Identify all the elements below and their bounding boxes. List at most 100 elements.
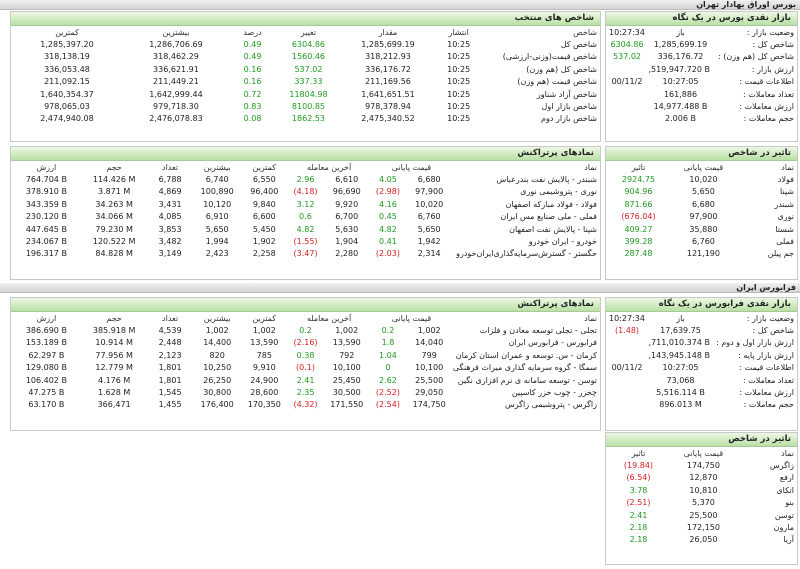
cell-text: 121,190	[686, 249, 720, 259]
table-cell: 5,650	[194, 223, 241, 235]
table-cell: 2.18	[606, 521, 671, 533]
table-cell: 51,519,947.720 B	[648, 63, 713, 75]
column-header: کمترین	[55, 27, 79, 37]
table-cell: 6,600	[241, 211, 288, 223]
cell-text: 318,138.19	[44, 52, 90, 62]
data-table: نماد قیمت پایانی آخرین معامله کمترین بیشترین…	[11, 312, 600, 411]
panel-title: شاخص های منتخب	[11, 12, 600, 26]
panel-title: تاثیر در شاخص	[606, 147, 797, 161]
cell-text: فملی	[776, 237, 794, 247]
cell-text: 1,902	[252, 237, 276, 247]
cell-text: 4,539	[158, 326, 182, 336]
table-cell: 9,910	[241, 362, 288, 374]
table-cell: 6,760	[406, 211, 453, 223]
table-row: شبندر - پالایش نفت بندرعباس 6,680 4.05 6,61…	[11, 173, 600, 185]
table-cell: 0.83	[229, 100, 276, 112]
table-cell: 211,449.21	[123, 76, 229, 88]
cell-text: 3.12	[296, 199, 315, 209]
table-cell: 13,590	[323, 337, 370, 349]
table-cell: توسن	[736, 509, 797, 521]
table-cell: 1,642,999.44	[123, 88, 229, 100]
cell-text: 2924.75	[621, 175, 656, 185]
table-cell: 318,138.19	[11, 51, 123, 63]
table-cell: 25,450	[323, 374, 370, 386]
cell-text: 2.18	[629, 523, 648, 533]
table-cell: 00/11/2	[606, 76, 648, 88]
table-cell: 3,853	[147, 223, 194, 235]
cell-text: آریا	[783, 535, 794, 545]
cell-text: ارزش معاملات :	[739, 388, 794, 398]
cell-text: 14,977.488 B	[653, 102, 708, 112]
cell-text: 6,788	[158, 175, 182, 185]
table-cell: 385.918 M	[82, 324, 147, 336]
table-row: شستا 35,880 409.27	[606, 223, 797, 235]
table-cell: 3,149	[147, 248, 194, 260]
cell-text: زاگرس	[769, 461, 794, 471]
header-row: نماد قیمت پایانی آخرین معامله کمترین بیشترین…	[11, 312, 600, 324]
table-row: فولاد 10,020 2924.75	[606, 173, 797, 185]
table-cell: توسن - توسعه سامانه ی نرم افزاری نگین	[453, 374, 600, 386]
table-cell: 1,002	[194, 324, 241, 336]
table-cell: 336,176.72	[648, 51, 713, 63]
table-row: چخزر - چوب خزر کاسپین 29,050 (2.52) 30,500 2…	[11, 386, 600, 398]
table-cell: 12,870	[671, 472, 736, 484]
table-cell: 0.08	[229, 113, 276, 125]
cell-text: 12.779 M	[95, 363, 133, 373]
table-cell: 1,545	[147, 386, 194, 398]
table-cell: 0.45	[370, 211, 405, 223]
table-cell: 0.49	[229, 38, 276, 50]
table-cell: 5,650	[406, 223, 453, 235]
table-cell: 2,476,078.83	[123, 113, 229, 125]
cell-text: 106.402 B	[25, 375, 67, 385]
cell-text: 409.27	[624, 224, 653, 234]
cell-text: (2.16)	[293, 338, 318, 348]
table-cell: 79.230 M	[82, 223, 147, 235]
table-cell: 2.41	[288, 374, 323, 386]
table-cell: شاخص قیمت(وزنی-ارزشی)	[482, 51, 600, 63]
cell-text: 129.080 B	[25, 363, 67, 373]
cell-text: 4.16	[379, 199, 397, 209]
table-cell: ارفع	[736, 472, 797, 484]
cell-text: شاخص کل	[560, 40, 597, 50]
table-cell	[606, 374, 648, 386]
table-cell: 0	[370, 362, 405, 374]
cell-text: (3.47)	[293, 249, 318, 259]
table-cell: 6,910	[194, 211, 241, 223]
cell-text: 336,053.48	[44, 64, 90, 74]
cell-text: 28,600	[250, 388, 279, 398]
table-cell: اطلاعات قیمت :	[713, 76, 797, 88]
table-cell: 764.704 B	[11, 173, 82, 185]
table-cell: بنو	[736, 497, 797, 509]
table-cell: 100,890	[194, 186, 241, 198]
cell-text: 1,801	[158, 375, 182, 385]
table-cell: 10:25	[435, 38, 482, 50]
table-cell	[606, 337, 648, 349]
cell-text: (2.98)	[375, 187, 400, 197]
table-cell: 409.27	[606, 223, 671, 235]
table-row: وضعیت بازار : باز 10:27:34	[606, 26, 797, 38]
cell-text: 10:25	[447, 40, 471, 50]
table-cell: 896.013 M	[648, 399, 713, 411]
table-cell: 336,176.72	[341, 63, 435, 75]
table-cell: 2.96	[288, 173, 323, 185]
table-cell: 1.628 M	[82, 386, 147, 398]
table-row: وضعیت بازار : باز 10:27:34	[606, 312, 797, 324]
column-header: بیشترین	[203, 313, 231, 323]
cell-text: 30,800	[203, 388, 232, 398]
header-row: نماد قیمت پایانی تاثیر	[606, 447, 797, 459]
cell-text: 3,853	[158, 224, 182, 234]
table-cell: شپنا	[736, 186, 797, 198]
cell-text: 366,471	[97, 400, 131, 410]
table-row: شاخص بازار دوم 10:25 2,475,340.52 1862.53 0.…	[11, 113, 600, 125]
table-cell: 2,314	[406, 248, 453, 260]
cell-text: 2,448	[158, 338, 182, 348]
table-cell: 1,002	[406, 324, 453, 336]
table-cell: 1,942	[406, 235, 453, 247]
table-row: ارزش بازار اول و دوم : 9,711,010.374 B	[606, 337, 797, 349]
cell-text: 6,680	[417, 175, 441, 185]
table-cell: (3.47)	[288, 248, 323, 260]
cell-text: شپنا - پالایش نفت اصفهان	[509, 224, 597, 234]
table-cell: 29,050	[406, 386, 453, 398]
panel-title: تاثیر در شاخص	[606, 433, 797, 447]
cell-text: 2,280	[335, 249, 359, 259]
